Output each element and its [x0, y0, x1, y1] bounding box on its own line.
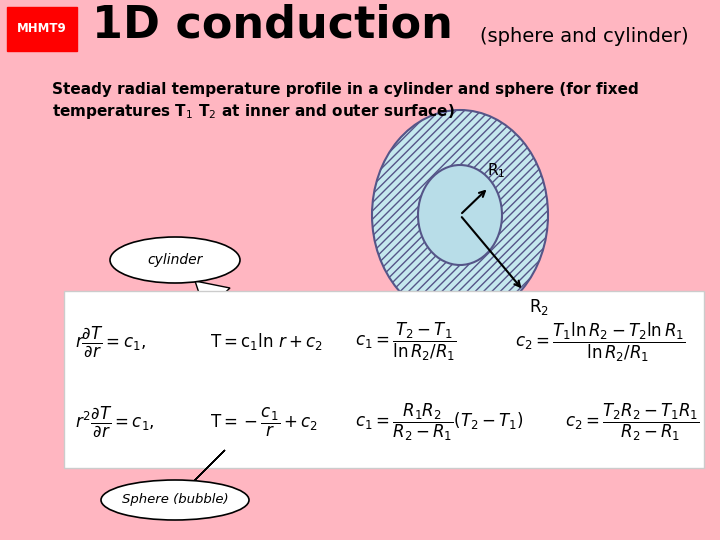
Ellipse shape	[372, 110, 548, 320]
Text: $c_2 = \dfrac{T_1\ln R_2 - T_2\ln R_1}{\ln R_2/R_1}$: $c_2 = \dfrac{T_1\ln R_2 - T_2\ln R_1}{\…	[515, 320, 685, 363]
Text: $c_1 = \dfrac{T_2-T_1}{\ln R_2/R_1}$: $c_1 = \dfrac{T_2-T_1}{\ln R_2/R_1}$	[355, 321, 456, 363]
Text: $r\dfrac{\partial T}{\partial r}=c_1,$: $r\dfrac{\partial T}{\partial r}=c_1,$	[75, 325, 146, 359]
Text: MHMT9: MHMT9	[17, 23, 67, 36]
Text: R$_1$: R$_1$	[487, 161, 505, 180]
Text: cylinder: cylinder	[148, 253, 203, 267]
Ellipse shape	[110, 237, 240, 283]
Ellipse shape	[101, 480, 249, 520]
Text: $\mathrm{T{=}c_1\ln\,}r+c_2$: $\mathrm{T{=}c_1\ln\,}r+c_2$	[210, 332, 323, 353]
Text: Steady radial temperature profile in a cylinder and sphere (for fixed: Steady radial temperature profile in a c…	[52, 82, 639, 97]
Ellipse shape	[418, 165, 502, 265]
Text: $c_1 = \dfrac{R_1 R_2}{R_2-R_1}(T_2-T_1)$: $c_1 = \dfrac{R_1 R_2}{R_2-R_1}(T_2-T_1)…	[355, 401, 524, 443]
Text: (sphere and cylinder): (sphere and cylinder)	[480, 27, 688, 46]
FancyBboxPatch shape	[7, 7, 77, 51]
Polygon shape	[193, 450, 225, 482]
Polygon shape	[195, 281, 230, 311]
Text: 1D conduction: 1D conduction	[92, 3, 453, 46]
Text: temperatures T$_1$ T$_2$ at inner and outer surface): temperatures T$_1$ T$_2$ at inner and ou…	[52, 102, 455, 121]
FancyBboxPatch shape	[64, 291, 704, 468]
Text: $r^2\dfrac{\partial T}{\partial r}=c_1,$: $r^2\dfrac{\partial T}{\partial r}=c_1,$	[75, 405, 155, 439]
Text: Sphere (bubble): Sphere (bubble)	[122, 494, 228, 507]
Text: $c_2 = \dfrac{T_2 R_2 - T_1 R_1}{R_2-R_1}$: $c_2 = \dfrac{T_2 R_2 - T_1 R_1}{R_2-R_1…	[565, 401, 700, 443]
Text: R$_2$: R$_2$	[528, 297, 549, 317]
Text: $\mathrm{T{=}-}\dfrac{c_1}{r}+c_2$: $\mathrm{T{=}-}\dfrac{c_1}{r}+c_2$	[210, 406, 318, 438]
